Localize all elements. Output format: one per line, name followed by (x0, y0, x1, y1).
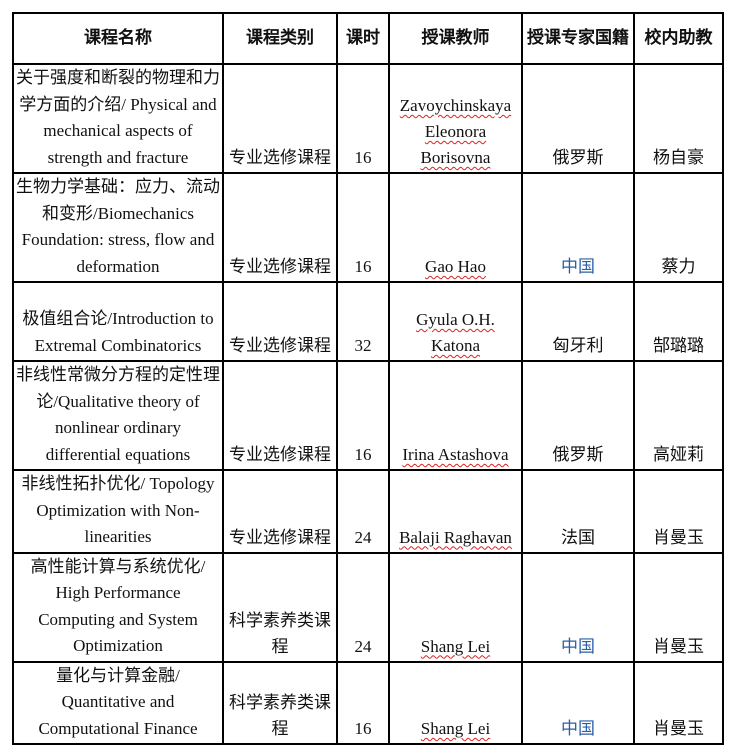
category-cell: 专业选修课程 (222, 63, 338, 174)
hours-cell: 24 (336, 551, 390, 663)
teacher-cell: Shang Lei (388, 551, 523, 663)
teacher-cell: Gyula O.H. Katona (388, 281, 523, 362)
table-row: 量化与计算金融/ Quantitative and Computational … (12, 660, 724, 745)
course-name-cell: 高性能计算与系统优化/ High Performance Computing a… (12, 551, 224, 663)
category-cell: 专业选修课程 (222, 281, 338, 362)
course-name-cell: 非线性拓扑优化/ Topology Optimization with Non-… (12, 469, 224, 554)
course-name-cell: 非线性常微分方程的定性理论/Qualitative theory of nonl… (12, 360, 224, 471)
category-cell: 科学素养类课程 (222, 660, 338, 745)
table-row: 生物力学基础：应力、流动和变形/Biomechanics Foundation:… (12, 172, 724, 283)
header-assistant: 校内助教 (633, 12, 724, 65)
assistant-cell: 肖曼玉 (633, 469, 724, 554)
hours-cell: 16 (336, 172, 390, 283)
table-row: 非线性常微分方程的定性理论/Qualitative theory of nonl… (12, 360, 724, 471)
assistant-cell: 杨自豪 (633, 63, 724, 174)
nationality-cell: 匈牙利 (521, 281, 635, 362)
hours-cell: 16 (336, 63, 390, 174)
hours-cell: 16 (336, 660, 390, 745)
course-table: 课程名称 课程类别 课时 授课教师 授课专家国籍 校内助教 关于强度和断裂的物理… (12, 12, 724, 745)
nationality-cell: 俄罗斯 (521, 63, 635, 174)
assistant-cell: 蔡力 (633, 172, 724, 283)
course-name-cell: 生物力学基础：应力、流动和变形/Biomechanics Foundation:… (12, 172, 224, 283)
header-hours: 课时 (336, 12, 390, 65)
category-cell: 专业选修课程 (222, 172, 338, 283)
teacher-cell: Gao Hao (388, 172, 523, 283)
hours-cell: 16 (336, 360, 390, 471)
table-row: 非线性拓扑优化/ Topology Optimization with Non-… (12, 469, 724, 554)
category-cell: 科学素养类课程 (222, 551, 338, 663)
teacher-cell: Zavoychinskaya Eleonora Borisovna (388, 63, 523, 174)
assistant-cell: 郜璐璐 (633, 281, 724, 362)
teacher-cell: Balaji Raghavan (388, 469, 523, 554)
header-teacher: 授课教师 (388, 12, 523, 65)
teacher-cell: Irina Astashova (388, 360, 523, 471)
course-name-cell: 量化与计算金融/ Quantitative and Computational … (12, 660, 224, 745)
nationality-cell: 中国 (521, 660, 635, 745)
header-nationality: 授课专家国籍 (521, 12, 635, 65)
header-category: 课程类别 (222, 12, 338, 65)
assistant-cell: 肖曼玉 (633, 660, 724, 745)
nationality-cell: 中国 (521, 172, 635, 283)
header-course-name: 课程名称 (12, 12, 224, 65)
hours-cell: 32 (336, 281, 390, 362)
hours-cell: 24 (336, 469, 390, 554)
table-row: 关于强度和断裂的物理和力学方面的介绍/ Physical and mechani… (12, 63, 724, 174)
table-row: 高性能计算与系统优化/ High Performance Computing a… (12, 551, 724, 663)
category-cell: 专业选修课程 (222, 360, 338, 471)
course-name-cell: 极值组合论/Introduction to Extremal Combinato… (12, 281, 224, 362)
table-row: 极值组合论/Introduction to Extremal Combinato… (12, 281, 724, 362)
course-name-cell: 关于强度和断裂的物理和力学方面的介绍/ Physical and mechani… (12, 63, 224, 174)
header-row: 课程名称 课程类别 课时 授课教师 授课专家国籍 校内助教 (12, 12, 724, 65)
assistant-cell: 高娅莉 (633, 360, 724, 471)
nationality-cell: 中国 (521, 551, 635, 663)
teacher-cell: Shang Lei (388, 660, 523, 745)
assistant-cell: 肖曼玉 (633, 551, 724, 663)
category-cell: 专业选修课程 (222, 469, 338, 554)
nationality-cell: 法国 (521, 469, 635, 554)
nationality-cell: 俄罗斯 (521, 360, 635, 471)
